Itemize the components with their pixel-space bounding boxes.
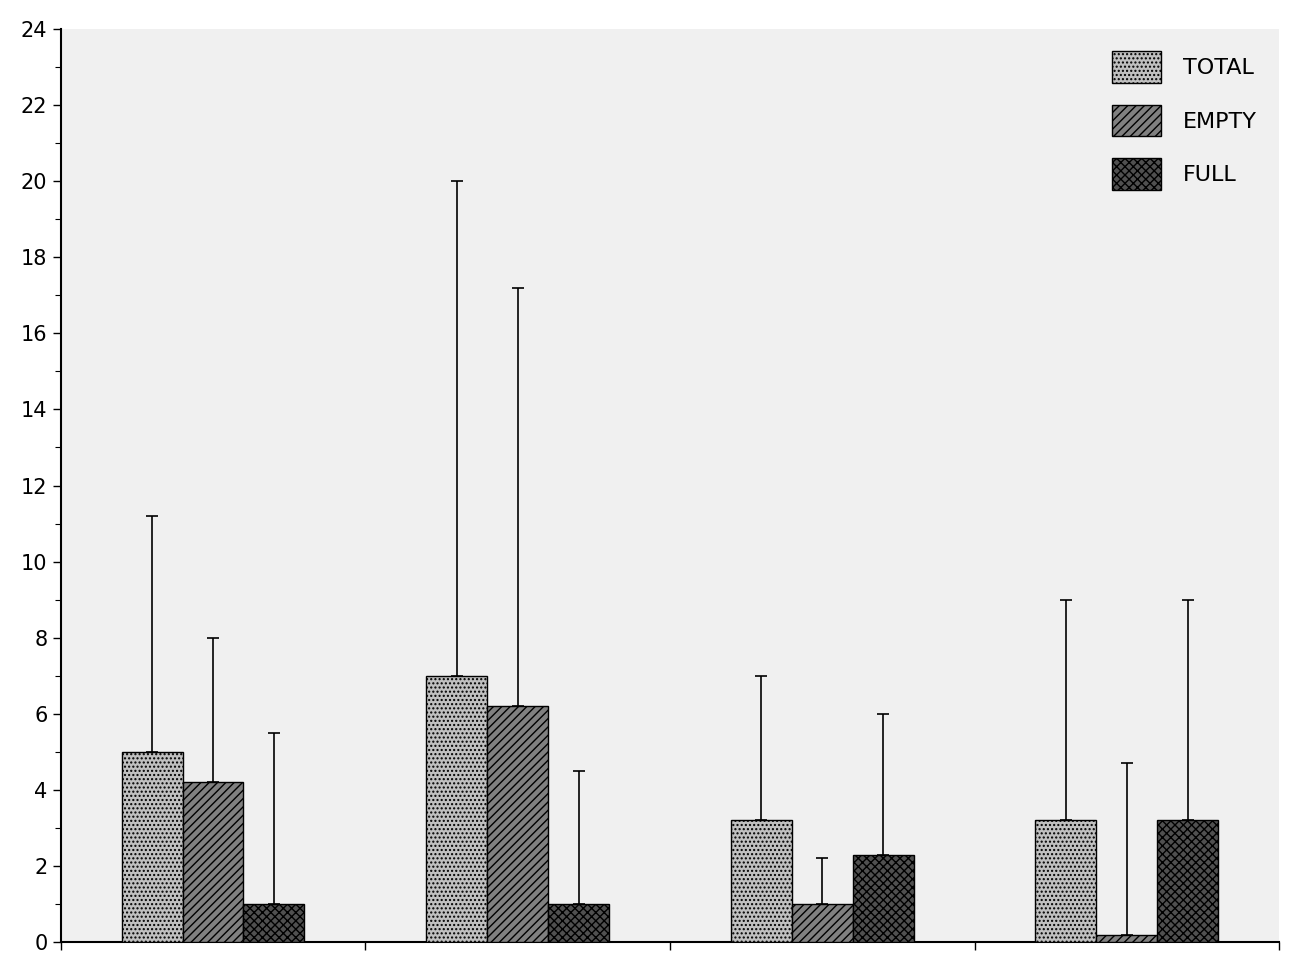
- Bar: [243, 904, 304, 942]
- Bar: [1036, 820, 1096, 942]
- Bar: [731, 820, 792, 942]
- Bar: [1157, 820, 1218, 942]
- Bar: [182, 782, 243, 942]
- Bar: [488, 706, 549, 942]
- Bar: [1096, 935, 1157, 942]
- Bar: [549, 904, 608, 942]
- Bar: [792, 904, 853, 942]
- Legend: TOTAL, EMPTY, FULL: TOTAL, EMPTY, FULL: [1101, 40, 1268, 201]
- Bar: [853, 855, 914, 942]
- Bar: [122, 752, 182, 942]
- Bar: [426, 676, 488, 942]
